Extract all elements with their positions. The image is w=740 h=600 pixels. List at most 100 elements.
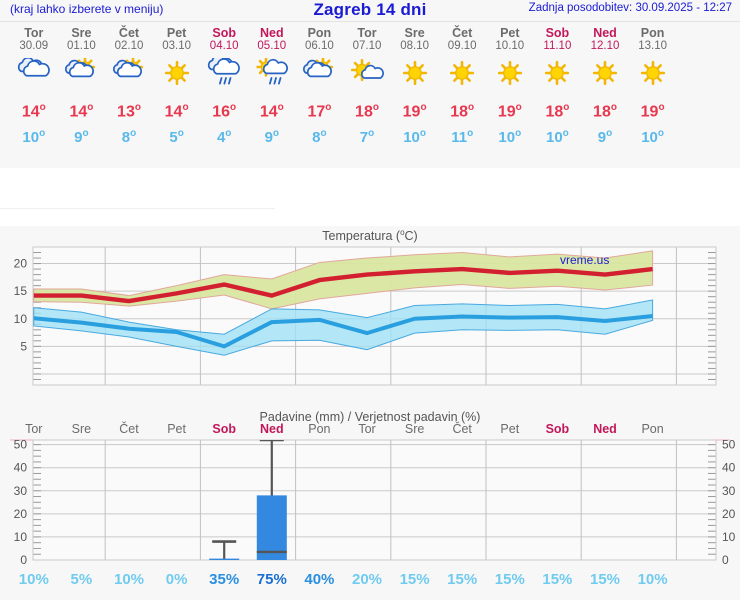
temp-min: 9o <box>597 128 613 147</box>
day-of-week: Sob <box>545 26 570 40</box>
temp-max: 18o <box>450 102 475 121</box>
watermark: vreme.us <box>560 253 610 267</box>
day-date: 08.10 <box>400 40 429 52</box>
precip-probability: 15% <box>589 571 621 588</box>
precip-day-label: Sob <box>212 422 236 436</box>
day-date: 04.10 <box>209 40 239 52</box>
day-of-week: Tor <box>24 26 44 40</box>
day-date: 09.10 <box>447 40 477 52</box>
day-date: 13.10 <box>638 40 667 52</box>
temp-max: 14o <box>164 102 189 121</box>
precip-day-label: Tor <box>25 422 43 436</box>
temp-max: 14o <box>259 102 284 121</box>
forecast-day-strip: Tor 30.09 14o 10o Sre 01.10 14o 9o Čet 02.10 13o 8o… <box>0 22 740 168</box>
temp-min: 8o <box>121 128 137 147</box>
svg-text:10: 10 <box>14 530 28 544</box>
temp-min: 11o <box>451 128 474 147</box>
precip-day-label: Pon <box>308 422 331 436</box>
precip-probability: 0% <box>165 571 188 588</box>
precipitation-plot: 50 50 40 40 30 30 20 20 10 10 0 0 <box>0 408 740 600</box>
temp-min: 4o <box>216 128 232 147</box>
svg-text:50: 50 <box>14 438 28 452</box>
precip-probability: 5% <box>70 571 93 588</box>
svg-text:20: 20 <box>722 507 736 521</box>
svg-text:20: 20 <box>14 507 28 521</box>
forecast-day-column[interactable]: Sob 04.10 16o 4o <box>198 22 250 148</box>
temp-max: 18o <box>355 102 379 121</box>
forecast-day-column[interactable]: Pet 03.10 14o 5o <box>151 22 203 148</box>
temp-max: 19o <box>402 102 427 121</box>
day-of-week: Čet <box>452 26 473 40</box>
precip-day-label: Tor <box>358 422 376 436</box>
forecast-day-column[interactable]: Sre 01.10 14o 9o <box>55 22 107 148</box>
sunny-icon <box>579 54 631 94</box>
forecast-day-column[interactable]: Pon 13.10 19o 10o <box>627 22 679 148</box>
sunny-icon <box>531 54 583 94</box>
temp-max: 18o <box>545 102 570 121</box>
temp-max: 14o <box>21 102 46 121</box>
forecast-day-column[interactable]: Pet 10.10 19o 10o <box>484 22 536 148</box>
sun-rain-icon <box>246 54 298 94</box>
day-of-week: Sre <box>404 26 425 40</box>
svg-text:0: 0 <box>20 553 27 567</box>
precip-probability: 35% <box>209 571 240 588</box>
forecast-day-column[interactable]: Čet 02.10 13o 8o <box>103 22 155 148</box>
temp-max: 13o <box>117 102 141 121</box>
forecast-day-column[interactable]: Tor 07.10 18o 7o <box>341 22 393 148</box>
forecast-day-column[interactable]: Sre 08.10 19o 10o <box>389 22 441 148</box>
forecast-day-column[interactable]: Ned 12.10 18o 9o <box>579 22 631 148</box>
temp-max: 19o <box>640 102 665 121</box>
temp-min: 10o <box>498 128 522 147</box>
day-of-week: Ned <box>259 26 284 40</box>
sunny-icon <box>436 54 488 94</box>
day-of-week: Ned <box>593 26 617 40</box>
forecast-day-column[interactable]: Pon 06.10 17o 8o <box>293 22 345 148</box>
day-of-week: Čet <box>118 26 140 40</box>
temp-max: 19o <box>497 102 522 121</box>
svg-text:20: 20 <box>14 257 28 271</box>
precipitation-chart-title: Padavine (mm) / Verjetnost padavin (%) <box>259 410 481 424</box>
precip-day-label: Čet <box>119 422 139 436</box>
svg-text:30: 30 <box>722 484 736 498</box>
precip-probability: 15% <box>542 571 573 588</box>
partly-sunny-icon <box>293 54 345 94</box>
temp-max: 16o <box>212 102 237 121</box>
sunny-icon <box>389 54 441 94</box>
day-date: 10.10 <box>495 40 525 52</box>
forecast-day-column[interactable]: Sob 11.10 18o 10o <box>531 22 583 148</box>
precip-probability: 40% <box>304 571 335 588</box>
header-divider <box>0 21 740 22</box>
precip-probability: 10% <box>637 571 668 588</box>
temp-min: 7o <box>359 128 375 147</box>
sunny-icon <box>151 54 203 94</box>
precip-day-label: Ned <box>593 422 617 436</box>
temp-min: 5o <box>169 128 184 147</box>
precip-probability: 75% <box>256 571 287 588</box>
svg-text:10: 10 <box>722 530 736 544</box>
svg-text:10: 10 <box>14 312 28 326</box>
temp-min: 10o <box>545 128 569 147</box>
temp-title-tail: C) <box>404 229 418 244</box>
day-of-week: Pon <box>307 26 332 40</box>
last-updated: Zadnja posodobitev: 30.09.2025 - 12:27 <box>528 2 732 14</box>
forecast-day-column[interactable]: Tor 30.09 14o 10o <box>8 22 60 148</box>
svg-text:40: 40 <box>14 461 28 475</box>
day-of-week: Pet <box>166 26 187 40</box>
partly-sunny-icon <box>55 54 107 94</box>
temperature-chart: Temperatura (oC) vreme.us 20 15 10 5 <box>0 226 740 408</box>
section-gap <box>0 168 740 226</box>
svg-text:30: 30 <box>14 484 28 498</box>
temp-title-unit: o <box>400 228 405 237</box>
day-of-week: Pon <box>640 26 665 40</box>
svg-text:0: 0 <box>722 553 729 567</box>
temp-min: 10o <box>22 128 46 147</box>
precip-day-label: Sre <box>71 422 92 436</box>
forecast-day-column[interactable]: Ned 05.10 14o 9o <box>246 22 298 148</box>
day-date: 05.10 <box>257 40 287 52</box>
page-title: Zagreb 14 dni <box>313 0 427 19</box>
svg-text:50: 50 <box>722 438 736 452</box>
forecast-day-column[interactable]: Čet 09.10 18o 11o <box>436 22 488 148</box>
temp-max: 17o <box>307 102 332 121</box>
day-date: 07.10 <box>352 40 382 52</box>
partly-sunny-icon <box>103 54 155 94</box>
